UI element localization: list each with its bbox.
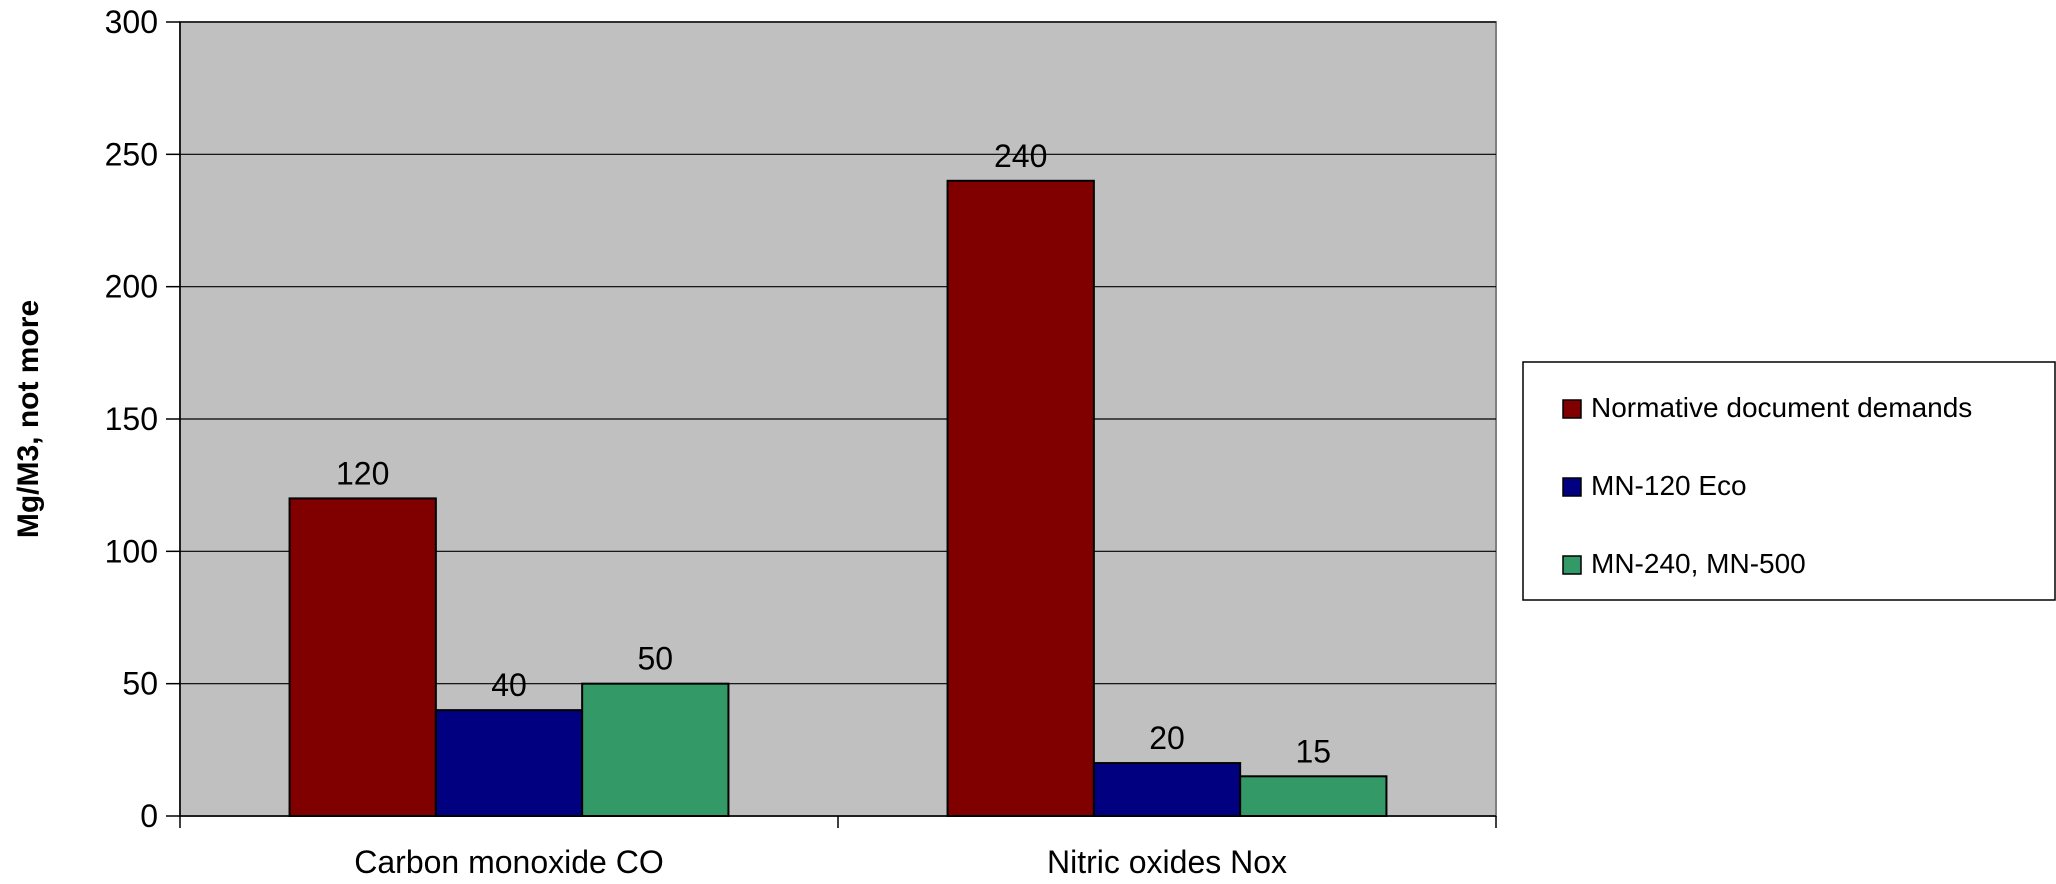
legend-label: MN-240, MN-500	[1591, 548, 1806, 579]
x-tick-label: Carbon monoxide CO	[354, 844, 663, 879]
legend-swatch	[1562, 477, 1582, 497]
legend-box	[1522, 361, 2056, 601]
y-tick-label: 50	[122, 666, 158, 702]
data-label: 40	[491, 667, 527, 703]
legend-swatch	[1562, 555, 1582, 575]
data-labels: 120 240 40 20 50 15	[336, 138, 1331, 769]
y-tick-label: 150	[105, 401, 158, 437]
legend-swatch	[1562, 399, 1582, 419]
bars	[288, 179, 1388, 818]
data-label: 240	[994, 138, 1047, 174]
data-label: 50	[637, 641, 673, 677]
y-tick-label: 300	[105, 4, 158, 40]
legend-label: Normative document demands	[1591, 392, 1972, 423]
y-axis-label: Mg/M3, not more	[12, 300, 45, 538]
bar	[1239, 775, 1388, 817]
y-tick-label: 200	[105, 269, 158, 305]
bar	[288, 497, 437, 817]
data-label: 20	[1149, 720, 1185, 756]
y-tick-label: 100	[105, 533, 158, 569]
bar	[1092, 762, 1242, 817]
y-tick-label: 250	[105, 136, 158, 172]
bar	[946, 179, 1095, 818]
axes: 0 50 100 150 200 250 300 Carbon monoxide CO Nitr…	[105, 4, 1497, 880]
x-tick-label: Nitric oxides Nox	[1047, 844, 1287, 879]
data-label: 120	[336, 455, 389, 491]
bar	[434, 709, 584, 818]
legend-label: MN-120 Eco	[1591, 470, 1747, 501]
legend: Normative document demands MN-120 Eco MN-2…	[1522, 361, 2056, 601]
data-label: 15	[1295, 733, 1331, 769]
y-tick-label: 0	[140, 798, 158, 834]
bar	[581, 682, 730, 818]
